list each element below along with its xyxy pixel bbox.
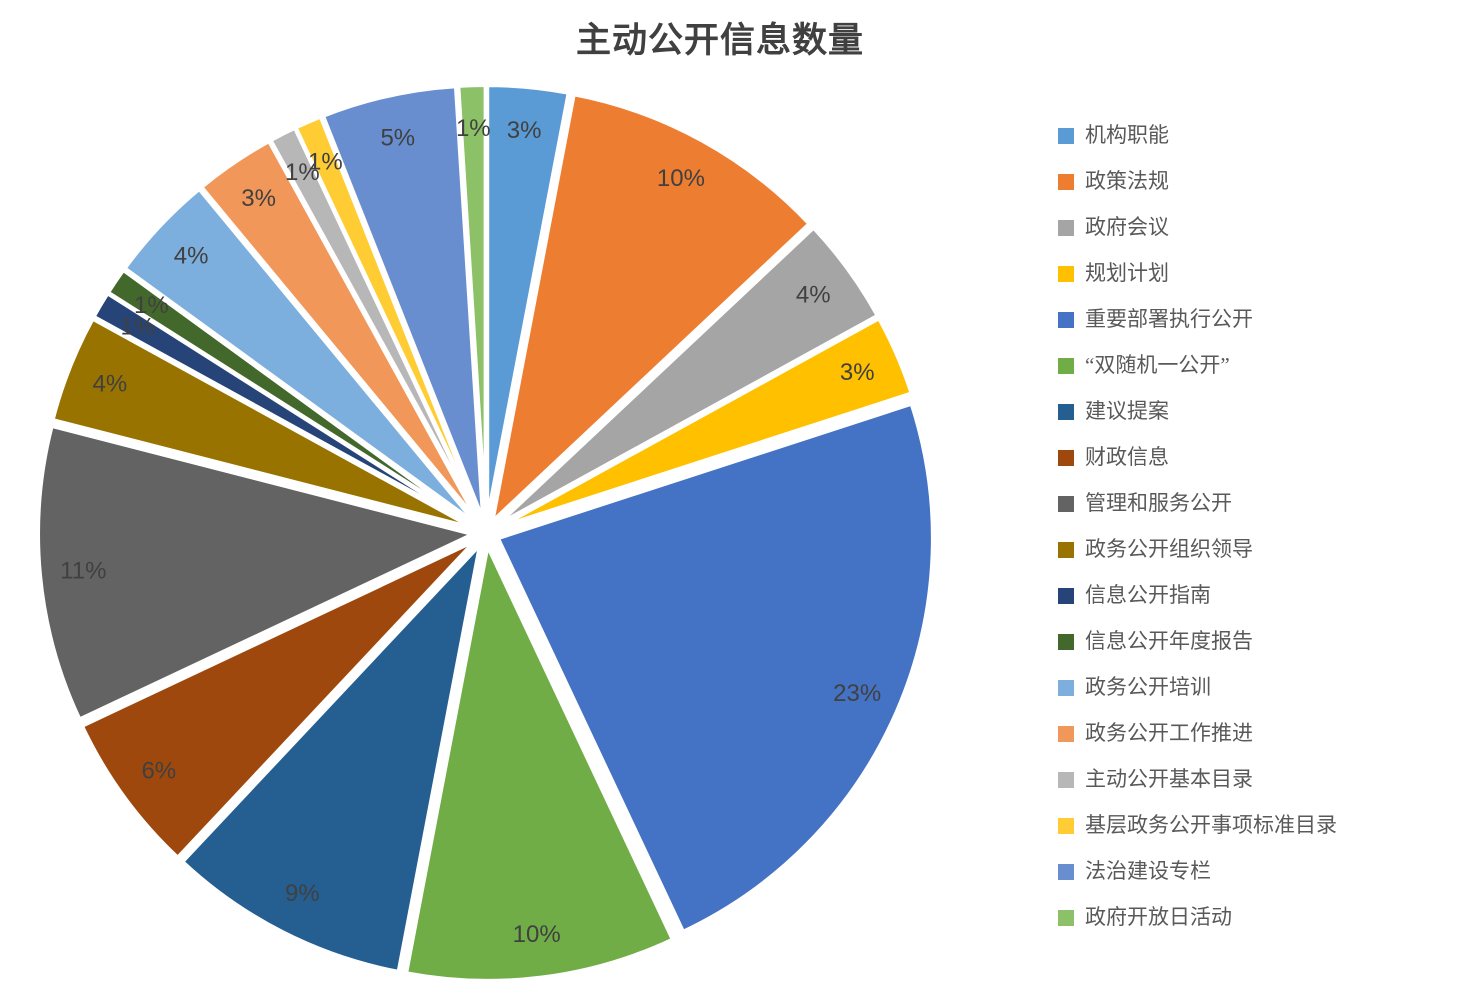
pie-slice-label: 4% xyxy=(174,243,209,270)
pie-slice-label: 10% xyxy=(657,165,705,192)
legend-item: 政务公开培训 xyxy=(1058,675,1337,699)
legend-label: 信息公开指南 xyxy=(1085,583,1211,607)
legend-swatch xyxy=(1058,219,1074,236)
legend-swatch xyxy=(1058,633,1074,650)
legend-label: 政务公开组织领导 xyxy=(1085,537,1253,561)
pie-slice xyxy=(79,538,477,861)
legend-swatch xyxy=(1058,127,1074,144)
pie-slice-label: 10% xyxy=(513,921,561,948)
legend-item: 政府开放日活动 xyxy=(1058,905,1337,929)
pie-slice xyxy=(105,267,477,528)
pie-slice-label: 1% xyxy=(456,115,491,142)
pie-slice xyxy=(121,186,479,526)
legend-item: 财政信息 xyxy=(1058,445,1337,469)
pie-slice-label: 3% xyxy=(840,359,875,386)
legend-swatch xyxy=(1058,495,1074,512)
legend-item: 政务公开组织领导 xyxy=(1058,537,1337,561)
legend-label: 政务公开培训 xyxy=(1085,675,1211,699)
legend-item: 信息公开指南 xyxy=(1058,583,1337,607)
pie-slice xyxy=(320,84,486,522)
pie-slice xyxy=(489,91,813,528)
legend: 机构职能政策法规政府会议规划计划重要部署执行公开 “双随机一公开” 建议提案财政信息… xyxy=(1058,123,1337,929)
legend-item: 机构职能 xyxy=(1058,123,1337,147)
legend-swatch xyxy=(1058,679,1074,696)
legend-label: 财政信息 xyxy=(1085,445,1169,469)
pie-slice-label: 4% xyxy=(93,371,128,398)
legend-item: 主动公开基本目录 xyxy=(1058,767,1337,791)
legend-label: 机构职能 xyxy=(1085,123,1169,147)
legend-item: 政策法规 xyxy=(1058,169,1337,193)
pie-slice xyxy=(179,538,484,975)
legend-label: 重要部署执行公开 xyxy=(1085,307,1253,331)
pie-slice-label: 1% xyxy=(134,292,169,319)
legend-swatch xyxy=(1058,449,1074,466)
pie-slice xyxy=(403,539,676,983)
legend-swatch xyxy=(1058,909,1074,926)
legend-item: 政府会议 xyxy=(1058,215,1337,239)
pie-slice-label: 3% xyxy=(241,185,276,212)
pie-slice-label: 6% xyxy=(141,757,176,784)
pie-slice-label: 11% xyxy=(60,558,106,585)
legend-swatch xyxy=(1058,587,1074,604)
legend-swatch xyxy=(1058,403,1074,420)
chart-title: 主动公开信息数量 xyxy=(575,21,864,60)
legend-item: 重要部署执行公开 xyxy=(1058,307,1337,331)
pie-slice-label: 3% xyxy=(507,117,542,144)
legend-item: 管理和服务公开 xyxy=(1058,491,1337,515)
legend-label: “双随机一公开” xyxy=(1085,353,1230,377)
legend-label: 政策法规 xyxy=(1085,169,1169,193)
legend-swatch xyxy=(1058,771,1074,788)
legend-swatch xyxy=(1058,357,1074,374)
pie-slice-label: 5% xyxy=(380,125,415,152)
legend-label: 基层政务公开事项标准目录 xyxy=(1085,813,1337,837)
pie-slice xyxy=(36,423,479,723)
legend-item: 信息公开年度报告 xyxy=(1058,629,1337,653)
pie-slice xyxy=(456,82,488,521)
pie-slice-label: 1% xyxy=(308,148,343,175)
pie-slice-label: 1% xyxy=(285,159,320,186)
legend-label: 管理和服务公开 xyxy=(1085,491,1232,515)
pie-slice-label: 9% xyxy=(285,880,320,907)
legend-label: 法治建设专栏 xyxy=(1085,859,1211,883)
pie-slice-label: 1% xyxy=(120,314,155,341)
legend-label: 规划计划 xyxy=(1085,261,1169,285)
legend-item: 法治建设专栏 xyxy=(1058,859,1337,883)
legend-item: 规划计划 xyxy=(1058,261,1337,285)
legend-swatch xyxy=(1058,265,1074,282)
legend-swatch xyxy=(1058,863,1074,880)
pie-slice xyxy=(50,315,475,531)
legend-swatch xyxy=(1058,311,1074,328)
legend-label: 主动公开基本目录 xyxy=(1085,767,1253,791)
legend-swatch xyxy=(1058,541,1074,558)
legend-item: “双随机一公开” xyxy=(1058,353,1337,377)
legend-label: 信息公开年度报告 xyxy=(1085,629,1253,653)
legend-item: 基层政务公开事项标准目录 xyxy=(1058,813,1337,837)
pie-slice-label: 4% xyxy=(796,282,831,309)
pie-slice xyxy=(292,114,483,522)
legend-swatch xyxy=(1058,817,1074,834)
legend-swatch xyxy=(1058,725,1074,742)
legend-swatch xyxy=(1058,173,1074,190)
pie-slice xyxy=(496,315,915,530)
legend-label: 建议提案 xyxy=(1085,399,1169,423)
pie-slice-label: 23% xyxy=(833,680,881,707)
legend-item: 建议提案 xyxy=(1058,399,1337,423)
legend-label: 政府开放日活动 xyxy=(1085,905,1232,929)
pie-slice xyxy=(495,224,881,528)
pie-slice xyxy=(495,401,935,935)
legend-label: 政府会议 xyxy=(1085,215,1169,239)
legend-item: 政务公开工作推进 xyxy=(1058,721,1337,745)
legend-label: 政务公开工作推进 xyxy=(1085,721,1253,745)
